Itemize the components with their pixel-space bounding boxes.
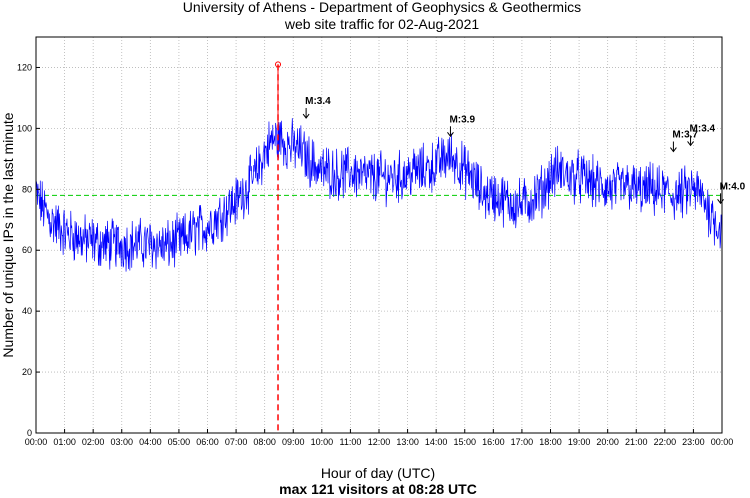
y-tick-label: 120 [17,62,32,72]
x-tick-label: 08:00 [253,437,276,447]
x-tick-label: 02:00 [82,437,105,447]
x-tick-label: 01:00 [53,437,76,447]
x-axis-label: Hour of day (UTC) [321,465,435,481]
y-tick-label: 80 [22,184,32,194]
quake-arrow-head [687,141,694,147]
x-tick-label: 22:00 [654,437,677,447]
x-tick-label: 05:00 [168,437,191,447]
max-marker-group [275,61,282,433]
quake-label: M:3.9 [449,114,475,125]
y-tick-label: 100 [17,123,32,133]
max-point-marker [275,61,282,68]
chart-title: University of Athens - Department of Geo… [183,0,581,15]
max-visitors-footer: max 121 visitors at 08:28 UTC [279,481,477,497]
x-tick-label: 19:00 [568,437,591,447]
quake-arrow-head [717,199,724,205]
y-ticks: 0 20 40 60 80 100 120 [17,62,40,438]
x-tick-label: 12:00 [368,437,391,447]
x-tick-label: 00:00 [711,437,734,447]
y-tick-label: 20 [22,367,32,377]
x-tick-label: 03:00 [110,437,133,447]
quake-markers: M:3.4M:3.9M:3.7M:3.4M:4.0 [302,96,746,205]
x-tick-label: 06:00 [196,437,219,447]
x-tick-label: 00:00 [25,437,48,447]
x-tick-label: 04:00 [139,437,162,447]
quake-label: M:3.7 [672,130,698,141]
visitors-series-line [35,118,723,272]
y-tick-label: 0 [27,428,32,438]
quake-label: M:3.4 [690,123,716,134]
x-tick-label: 15:00 [453,437,476,447]
x-tick-label: 21:00 [625,437,648,447]
chart-subtitle: web site traffic for 02-Aug-2021 [284,16,480,32]
x-tick-label: 18:00 [539,437,562,447]
quake-label: M:3.4 [305,96,331,107]
x-tick-label: 11:00 [339,437,361,447]
y-tick-label: 60 [22,245,32,255]
x-tick-label: 14:00 [425,437,448,447]
x-tick-label: 17:00 [511,437,534,447]
series-group [35,118,723,272]
x-ticks: 00:00 01:00 02:00 03:00 04:00 05:00 06:00 07:00… [25,429,734,447]
x-tick-label: 07:00 [225,437,248,447]
quake-arrow-head [447,131,454,138]
x-tick-label: 10:00 [311,437,334,447]
y-tick-label: 40 [22,306,32,316]
x-tick-label: 23:00 [682,437,705,447]
quake-label: M:4.0 [720,181,746,192]
x-tick-label: 16:00 [482,437,505,447]
grid-lines [36,37,722,433]
x-tick-label: 09:00 [282,437,305,447]
quake-arrow-head [302,113,310,119]
y-axis-label: Number of unique IPs in the last minute [0,112,16,357]
x-tick-label: 13:00 [396,437,419,447]
quake-arrow-head [670,147,677,153]
x-tick-label: 20:00 [596,437,619,447]
